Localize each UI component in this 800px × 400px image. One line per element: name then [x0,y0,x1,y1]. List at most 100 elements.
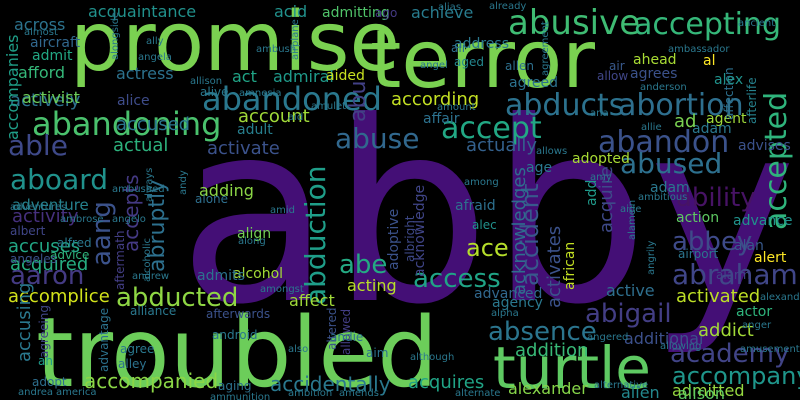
cloud-word: affair [423,111,460,127]
cloud-word: angela [138,52,172,63]
cloud-word: aim [366,346,388,360]
cloud-word: agreed [509,75,558,91]
cloud-word: ace [466,234,509,262]
cloud-word: allowing [660,341,701,352]
cloud-word: andrew [132,271,169,282]
cloud-word: airplane [290,19,301,60]
cloud-word: anger [742,320,772,331]
cloud-word: addition [515,340,588,361]
cloud-word: aircraft [30,35,81,51]
cloud-word: acquire [596,166,617,233]
cloud-word: andy [178,170,189,195]
cloud-word: abducted [116,283,238,313]
cloud-word: admits [197,268,245,284]
cloud-word: aftermath [113,230,127,290]
cloud-word: adding [199,181,254,200]
cloud-word: alias [438,2,461,13]
cloud-word: afterwards [206,307,270,321]
cloud-word: advance [733,213,793,229]
cloud-word: ali [451,41,465,55]
cloud-word: adult [237,122,273,138]
cloud-word: advanced [474,286,542,302]
cloud-word: ambassador [668,44,730,55]
cloud-word: abbey [672,227,752,257]
cloud-word: afterlife [745,77,759,124]
cloud-word: allison [190,76,222,87]
cloud-word: abducts [505,88,624,123]
cloud-word: alive [200,85,229,99]
cloud-word: airport [678,247,719,261]
cloud-word: accompanies [3,35,22,141]
cloud-word: agree [120,342,154,356]
cloud-word: activate [207,138,280,159]
cloud-word: allie [641,122,662,133]
cloud-word: advises [738,138,791,154]
cloud-word: alley [118,357,147,371]
cloud-word: abduction [299,166,332,305]
cloud-word: abruptly [145,180,170,272]
cloud-word: able [8,129,68,162]
cloud-word: accompanied [84,369,218,393]
cloud-word: actress [116,64,174,83]
cloud-word: ana [590,108,609,119]
cloud-word: angered [587,332,628,343]
cloud-word: agrees [630,66,677,82]
cloud-word: acquires [408,372,484,393]
cloud-word: advantage [97,308,111,372]
cloud-word: amid [270,205,295,216]
cloud-word: abe [339,250,387,280]
cloud-word: accused [116,114,190,135]
cloud-word: add [584,180,600,206]
cloud-word: agency [492,295,543,311]
cloud-word: alec [472,218,497,232]
cloud-word: alison [678,384,725,400]
cloud-word: achieve [411,3,473,22]
cloud-word: alamein [627,200,638,240]
cloud-word: alongside [110,12,121,60]
cloud-word: always [144,168,155,202]
cloud-word: alpha [491,308,519,319]
cloud-word: alcoholic [142,238,153,282]
cloud-word: academy [670,339,789,369]
cloud-word: along [238,236,266,247]
cloud-word: acquaintance [88,2,196,21]
cloud-word: abandoned [202,80,382,118]
cloud-word: activates [544,226,565,308]
cloud-word: accepts [119,174,143,252]
cloud-word: acknowledges [509,167,530,295]
cloud-word: ambrose [60,214,104,225]
cloud-word: accomplice [8,286,110,307]
cloud-word: also [288,344,308,355]
cloud-word: affection [722,67,736,120]
cloud-word: ally [146,36,164,47]
cloud-word: although [410,352,454,363]
cloud-word: allen [505,59,534,73]
cloud-word: agent [706,111,747,127]
cloud-word: activated [676,286,760,307]
cloud-word: action [676,210,719,226]
cloud-word: ammunition [210,392,270,400]
cloud-word: albert [10,224,46,238]
cloud-word: adoptive [386,209,402,270]
cloud-word: already [489,1,526,12]
cloud-word: addict [698,320,754,341]
cloud-word: adopt [32,375,67,389]
cloud-word: accidentally [270,372,391,396]
cloud-word: accusing [14,283,35,362]
cloud-word: angelo [112,214,146,225]
cloud-word: abandon [598,125,729,160]
cloud-word: accepting [634,7,781,42]
cloud-word: aang [87,201,117,266]
cloud-word: air [609,59,625,73]
cloud-word: african [562,242,578,290]
cloud-word: aid [288,112,303,123]
cloud-word: abigail [585,299,672,329]
cloud-word: agreement [540,21,551,76]
cloud-word: actor [736,304,772,320]
cloud-word: additional [624,329,703,348]
cloud-word: ambition [288,388,332,399]
cloud-word: address [454,36,509,52]
cloud-word: alliance [130,304,176,318]
